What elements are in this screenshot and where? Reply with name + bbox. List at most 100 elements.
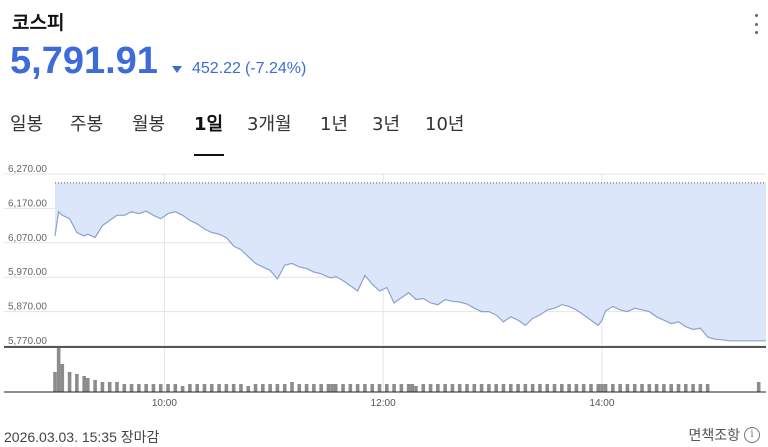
volume-bar <box>137 384 141 392</box>
tab-3-months[interactable]: 3개월 <box>247 114 292 135</box>
disclaimer-label: 면책조항 <box>688 428 740 444</box>
price-change: 452.22 (-7.24%) <box>172 60 306 78</box>
volume-bar <box>261 384 265 392</box>
volume-bar <box>494 384 498 392</box>
volume-bar <box>53 372 57 392</box>
intraday-chart[interactable]: 6,270.00 6,170.00 6,070.00 5,970.00 5,870.00… <box>0 160 768 420</box>
disclaimer-link[interactable]: 면책조항 i <box>688 425 760 445</box>
volume-bar <box>60 364 65 392</box>
volume-bar <box>691 384 695 392</box>
volume-bar <box>705 384 710 392</box>
volume-bar <box>560 384 564 392</box>
volume-bar <box>450 384 455 392</box>
volume-bar <box>392 384 396 392</box>
tab-10-years[interactable]: 10년 <box>425 114 465 135</box>
volume-bar <box>239 384 243 392</box>
volume-bar <box>640 384 644 392</box>
y-tick-label: 5,870.00 <box>8 302 47 313</box>
volume-bar <box>465 384 469 392</box>
volume-bar <box>173 384 178 392</box>
change-amount: 452.22 <box>192 60 241 77</box>
volume-bar <box>618 384 622 392</box>
volume-bar <box>158 384 163 392</box>
volume-bar <box>107 382 112 392</box>
volume-bar <box>589 384 593 392</box>
volume-bar <box>217 384 221 392</box>
y-tick-label: 6,170.00 <box>8 198 47 209</box>
volume-bar <box>151 384 156 392</box>
volume-bar <box>144 384 148 392</box>
volume-bar <box>246 386 251 392</box>
volume-bar <box>188 384 192 392</box>
volume-bar <box>436 384 440 392</box>
volume-bar <box>93 380 97 392</box>
more-options-icon[interactable] <box>750 14 762 34</box>
volume-bar <box>377 384 382 392</box>
price-line <box>54 210 766 342</box>
volume-bar <box>508 384 513 392</box>
volume-bar <box>676 384 681 392</box>
volume-bar <box>581 384 586 392</box>
volume-bar <box>501 384 506 392</box>
volume-bar <box>654 384 659 392</box>
volume-bar <box>567 384 571 392</box>
volume-bar <box>312 384 316 392</box>
tab-daily-candle[interactable]: 일봉 <box>10 114 44 135</box>
change-percent: (-7.24%) <box>244 60 307 77</box>
y-tick-label: 6,270.00 <box>8 164 47 175</box>
volume-bar <box>275 384 280 392</box>
volume-bar <box>86 378 90 392</box>
volume-bar <box>115 382 119 392</box>
volume-bar <box>370 384 375 392</box>
volume-bar <box>268 384 272 392</box>
volume-bar <box>683 384 688 392</box>
volume-bar <box>333 384 338 392</box>
volume-bar <box>406 384 411 392</box>
volume-bar <box>611 384 615 392</box>
volume-bar <box>67 372 72 392</box>
volume-bar <box>443 384 447 392</box>
chart-svg[interactable]: 6,270.00 6,170.00 6,070.00 5,970.00 5,870.00… <box>0 160 768 420</box>
volume-bar <box>523 384 528 392</box>
volume-bar <box>122 384 127 392</box>
volume-bar <box>282 384 287 392</box>
y-tick-label: 5,970.00 <box>8 267 47 278</box>
volume-bar <box>290 382 294 392</box>
volume-bar <box>56 348 61 392</box>
volume-bar <box>669 384 673 392</box>
volume-bar <box>545 384 550 392</box>
index-title: 코스피 <box>12 12 65 34</box>
volume-bar <box>166 384 170 392</box>
current-price: 5,791.91 <box>10 40 158 82</box>
volume-bar <box>348 384 353 392</box>
volume-bar <box>297 384 302 392</box>
volume-bar <box>209 384 214 392</box>
y-tick-label: 5,770.00 <box>8 336 47 347</box>
volume-bar <box>100 382 105 392</box>
volume-bar <box>341 384 345 392</box>
down-triangle-icon <box>172 65 182 73</box>
volume-bar <box>600 384 604 392</box>
volume-bar <box>129 384 134 392</box>
volume-bar <box>487 384 491 392</box>
volume-bar <box>574 384 579 392</box>
tab-monthly-candle[interactable]: 월봉 <box>132 114 166 135</box>
tab-1-day[interactable]: 1일 <box>194 110 224 156</box>
volume-bar <box>698 384 703 392</box>
volume-bar <box>647 384 652 392</box>
info-icon: i <box>744 427 760 443</box>
volume-bar <box>330 384 334 392</box>
market-close-timestamp: 2026.03.03. 15:35 장마감 <box>4 429 160 445</box>
volume-bar <box>421 384 426 392</box>
volume-bar <box>363 384 367 392</box>
tab-3-years[interactable]: 3년 <box>372 114 401 135</box>
volume-bar <box>253 384 258 392</box>
volume-bar <box>472 384 477 392</box>
x-tick-label: 10:00 <box>152 398 177 409</box>
price-area-fill <box>55 182 766 341</box>
volume-bar <box>195 384 199 392</box>
volume-bar <box>479 384 484 392</box>
volume-bar <box>530 384 535 392</box>
tab-1-year[interactable]: 1년 <box>320 114 349 135</box>
tab-weekly-candle[interactable]: 주봉 <box>70 114 104 135</box>
